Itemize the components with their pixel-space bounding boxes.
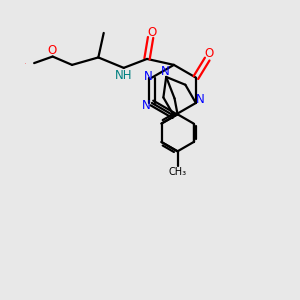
Text: N: N	[196, 93, 205, 106]
Text: N: N	[144, 70, 153, 83]
Text: CH₃: CH₃	[169, 167, 187, 177]
Text: NH: NH	[115, 69, 133, 82]
Text: O: O	[148, 26, 157, 38]
Text: O: O	[47, 44, 57, 57]
Text: N: N	[161, 65, 170, 78]
Text: O: O	[204, 47, 213, 60]
Text: N: N	[142, 99, 151, 112]
Text: O: O	[25, 63, 26, 64]
